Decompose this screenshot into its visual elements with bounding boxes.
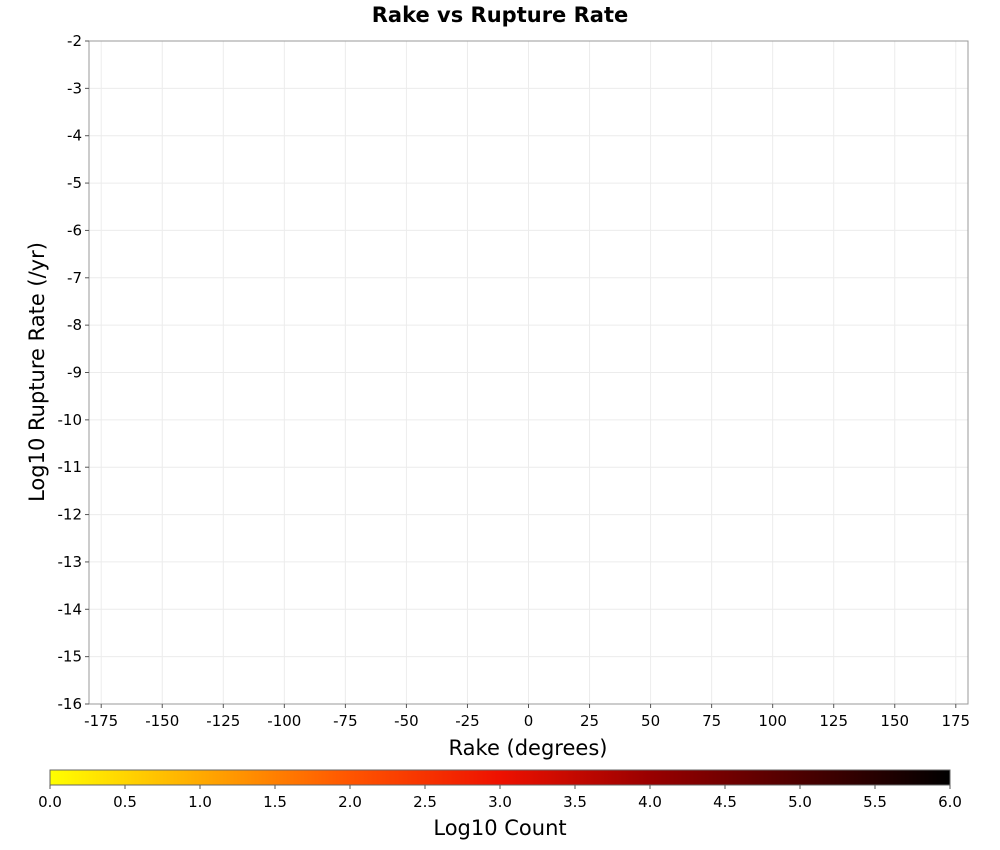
colorbar-tick-label-4: 2.0 — [338, 793, 362, 811]
colorbar-tick-label-10: 5.0 — [788, 793, 812, 811]
colorbar-tick-label-2: 1.0 — [188, 793, 212, 811]
colorbar-tick-label-12: 6.0 — [938, 793, 962, 811]
y-tick-label-7: -9 — [67, 364, 82, 382]
y-tick-label-2: -4 — [67, 127, 82, 145]
colorbar-tick-label-1: 0.5 — [113, 793, 137, 811]
x-tick-label-1: -150 — [145, 712, 179, 730]
chart-title: Rake vs Rupture Rate — [372, 3, 628, 27]
x-tick-label-9: 50 — [641, 712, 660, 730]
y-tick-label-0: -2 — [67, 32, 82, 50]
colorbar-tick-label-9: 4.5 — [713, 793, 737, 811]
x-tick-label-10: 75 — [702, 712, 721, 730]
y-tick-label-11: -13 — [58, 553, 83, 571]
colorbar-tick-label-7: 3.5 — [563, 793, 587, 811]
y-tick-label-13: -15 — [58, 648, 83, 666]
y-tick-label-3: -5 — [67, 174, 82, 192]
y-tick-label-6: -8 — [67, 316, 82, 334]
x-axis-ticks: -175 -150 -125 -100 -75 -50 -25 0 25 50 75 100 125 15… — [84, 704, 970, 730]
colorbar-tick-label-0: 0.0 — [38, 793, 62, 811]
colorbar-ticks: 0.0 0.5 1.0 1.5 2.0 2.5 3.0 3.5 4.0 4.5 5.0 5.5 6.0 — [38, 785, 962, 811]
colorbar-tick-label-8: 4.0 — [638, 793, 662, 811]
x-tick-label-11: 100 — [758, 712, 787, 730]
colorbar-tick-label-11: 5.5 — [863, 793, 887, 811]
y-tick-label-12: -14 — [58, 600, 83, 618]
colorbar-tick-label-5: 2.5 — [413, 793, 437, 811]
y-axis-label: Log10 Rupture Rate (/yr) — [25, 242, 49, 502]
y-tick-label-9: -11 — [58, 458, 83, 476]
x-tick-label-2: -125 — [206, 712, 240, 730]
x-tick-label-8: 25 — [580, 712, 599, 730]
x-tick-label-13: 150 — [880, 712, 909, 730]
colorbar — [49, 769, 951, 786]
y-tick-label-1: -3 — [67, 79, 82, 97]
x-tick-label-0: -175 — [84, 712, 118, 730]
x-tick-label-4: -75 — [333, 712, 358, 730]
y-tick-label-4: -6 — [67, 221, 82, 239]
colorbar-tick-label-3: 1.5 — [263, 793, 287, 811]
y-axis-ticks: -2 -3 -4 -5 -6 -7 -8 -9 -10 -11 -12 -13 -14 -15 -16 — [58, 32, 89, 713]
y-tick-label-8: -10 — [58, 411, 83, 429]
colorbar-tick-label-6: 3.0 — [488, 793, 512, 811]
colorbar-label: Log10 Count — [433, 816, 566, 840]
x-tick-label-5: -50 — [394, 712, 419, 730]
x-tick-label-7: 0 — [524, 712, 534, 730]
y-tick-label-5: -7 — [67, 269, 82, 287]
x-tick-label-12: 125 — [819, 712, 848, 730]
x-tick-label-14: 175 — [941, 712, 970, 730]
x-tick-label-6: -25 — [455, 712, 480, 730]
y-tick-label-10: -12 — [58, 506, 83, 524]
y-tick-label-14: -16 — [58, 695, 83, 713]
grid-lines — [89, 40, 968, 705]
x-tick-label-3: -100 — [267, 712, 301, 730]
x-axis-label: Rake (degrees) — [449, 736, 608, 760]
